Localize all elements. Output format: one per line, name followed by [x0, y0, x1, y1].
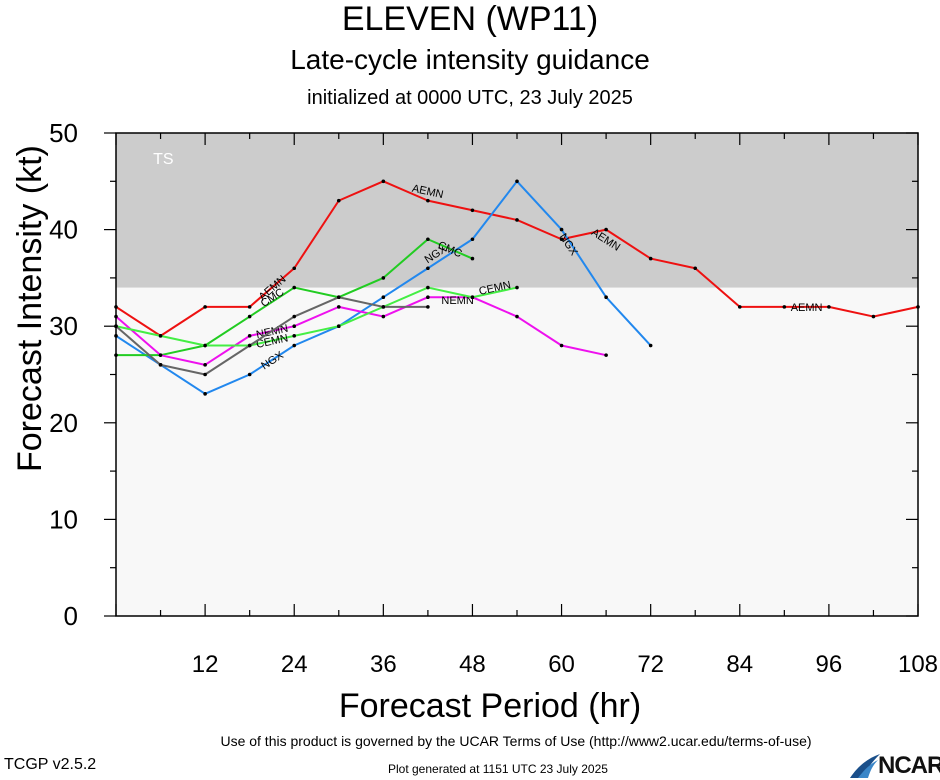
y-tick-label: 0 [64, 601, 78, 631]
data-point [426, 237, 430, 242]
data-point [426, 266, 430, 271]
series-line [115, 296, 428, 376]
data-point [292, 343, 297, 348]
data-point [426, 198, 430, 203]
data-point [381, 305, 386, 309]
data-point [604, 353, 608, 357]
ts-band [116, 133, 918, 288]
data-point [648, 343, 653, 348]
x-tick-label: 60 [548, 651, 575, 678]
x-tick-label: 48 [459, 651, 486, 678]
y-tick-label: 40 [49, 215, 78, 245]
x-tick-label: 24 [281, 651, 308, 678]
data-point [381, 179, 386, 184]
x-tick-label: 72 [637, 651, 664, 678]
data-point [604, 295, 608, 300]
ts-band-label: TS [153, 151, 173, 168]
data-point [336, 324, 341, 329]
data-point [470, 208, 475, 213]
data-point [426, 285, 430, 290]
data-point [515, 314, 519, 319]
y-axis-label: Forecast Intensity (kt) [11, 145, 49, 472]
data-point [158, 353, 163, 357]
data-point [515, 218, 519, 222]
data-point [426, 295, 430, 300]
x-tick-label: 12 [192, 651, 219, 678]
data-point [247, 372, 252, 377]
data-point [470, 237, 475, 242]
data-point [515, 179, 519, 184]
x-tick-label: 96 [816, 651, 843, 678]
x-axis-label: Forecast Period (hr) [338, 687, 642, 725]
chart-title: ELEVEN (WP11) [341, 0, 599, 38]
version-text: TCGP v2.5.2 [4, 756, 97, 773]
data-point [470, 295, 475, 300]
data-point [381, 314, 386, 319]
data-point [559, 343, 564, 348]
chart-subtitle: Late-cycle intensity guidance [290, 44, 650, 75]
data-point [203, 305, 207, 309]
data-point [470, 256, 475, 261]
data-point [604, 227, 608, 232]
data-point [336, 198, 341, 203]
x-tick-label: 108 [898, 651, 938, 678]
series-line [115, 286, 518, 347]
data-point [247, 334, 252, 338]
data-point [782, 305, 787, 309]
data-point [871, 314, 876, 319]
series-label: NEMN [441, 295, 473, 307]
data-point [559, 237, 564, 242]
y-tick-label: 30 [49, 311, 78, 341]
data-point [336, 305, 341, 309]
data-point [203, 363, 207, 367]
data-point [247, 305, 252, 309]
data-point [292, 334, 297, 338]
initialization-text: initialized at 0000 UTC, 23 July 2025 [307, 87, 633, 109]
generated-time-text: Plot generated at 1151 UTC 23 July 2025 [388, 762, 608, 776]
data-point [426, 305, 430, 309]
data-point [336, 295, 341, 300]
series-label: AEMN [791, 302, 823, 314]
terms-of-use-text: Use of this product is governed by the U… [220, 733, 812, 749]
data-point [203, 392, 207, 396]
data-point [559, 227, 564, 232]
data-point [737, 305, 742, 309]
x-tick-label: 84 [726, 651, 753, 678]
y-tick-label: 10 [49, 504, 78, 534]
data-point [381, 295, 386, 300]
data-point [158, 334, 163, 338]
data-point [292, 314, 297, 319]
data-point [247, 343, 252, 348]
data-point [827, 305, 831, 309]
data-point [648, 256, 653, 261]
data-point [292, 266, 297, 271]
data-point [247, 314, 252, 319]
data-point [381, 276, 386, 280]
x-tick-label: 36 [370, 651, 397, 678]
data-point [292, 324, 297, 329]
data-point [203, 343, 207, 348]
data-point [158, 363, 163, 367]
ncar-logo-text: NCAR [878, 752, 940, 779]
ncar-logo-icon [850, 754, 880, 778]
data-point [203, 372, 207, 377]
series-line [115, 296, 607, 366]
y-tick-label: 50 [49, 118, 78, 148]
data-point [292, 285, 297, 290]
y-tick-label: 20 [49, 408, 78, 438]
data-point [693, 266, 698, 271]
series-unlabeled-gray [114, 295, 430, 377]
data-point [515, 285, 519, 290]
